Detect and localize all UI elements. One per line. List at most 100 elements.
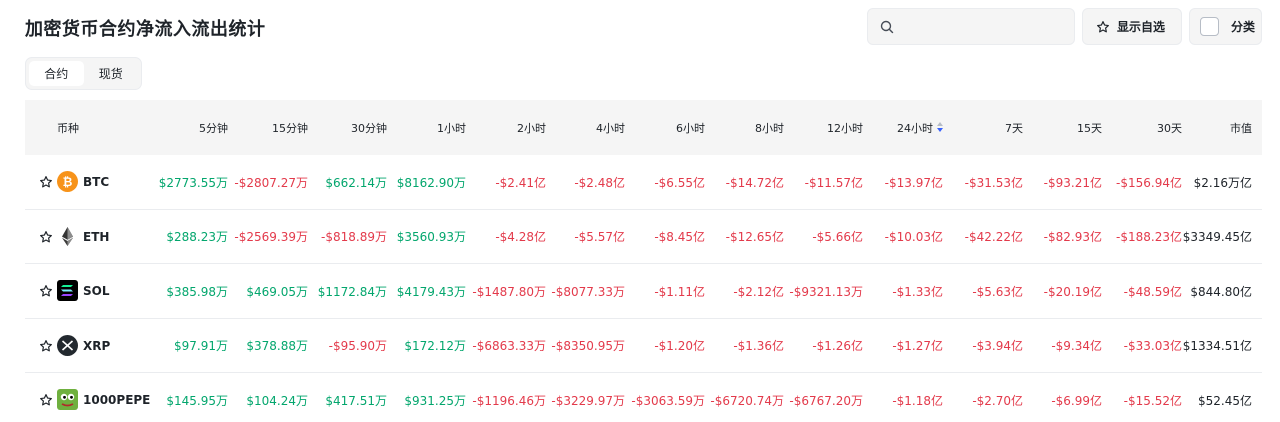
- market-cap-value: $3349.45亿: [1182, 230, 1252, 244]
- header-30m[interactable]: 30分钟: [351, 121, 387, 135]
- header-30d[interactable]: 30天: [1157, 121, 1182, 135]
- category-label: 分类: [1231, 20, 1256, 34]
- header-15d[interactable]: 15天: [1077, 121, 1102, 135]
- table-header: 币种 5分钟 15分钟 30分钟 1小时 2小时 4小时 6小时 8小时 12小…: [25, 100, 1262, 155]
- netflow-4h: -$8350.95万: [551, 339, 625, 353]
- header-6h[interactable]: 6小时: [676, 121, 705, 135]
- netflow-30m: $662.14万: [325, 175, 387, 190]
- search-input[interactable]: [902, 19, 1062, 34]
- header-5m[interactable]: 5分钟: [199, 121, 228, 135]
- netflow-1h: $172.12万: [404, 339, 466, 353]
- tab-spot[interactable]: 现货: [98, 67, 123, 81]
- table-row[interactable]: 1000PEPE $145.95万 $104.24万 $417.51万 $931.25万…: [25, 373, 1262, 422]
- page-title: 加密货币合约净流入流出统计: [25, 19, 266, 40]
- header-2h[interactable]: 2小时: [517, 121, 546, 135]
- table-row[interactable]: XRP $97.91万 $378.88万 -$95.90万 $172.12万 -$6863…: [25, 319, 1262, 373]
- netflow-24h: -$1.18亿: [892, 393, 943, 408]
- netflow-5m: $2773.55万: [158, 175, 228, 190]
- tab-futures[interactable]: 合约: [29, 61, 84, 86]
- header-coin[interactable]: 币种: [57, 121, 79, 135]
- netflow-24h: -$1.27亿: [892, 339, 943, 353]
- header-24h-label: 24小时: [897, 121, 933, 135]
- netflow-7d: -$31.53亿: [964, 175, 1023, 190]
- header-market-cap[interactable]: 市值: [1230, 121, 1252, 135]
- table-body: ₿ BTC $2773.55万 -$2807.27万 $662.14万 $8162.90万…: [25, 155, 1262, 422]
- coin-symbol[interactable]: SOL: [83, 284, 110, 298]
- market-cap-value: $1334.51亿: [1182, 339, 1252, 353]
- header-4h[interactable]: 4小时: [596, 121, 625, 135]
- netflow-6h: -$1.11亿: [654, 284, 705, 299]
- coin-symbol[interactable]: 1000PEPE: [83, 393, 151, 407]
- favorite-star-icon[interactable]: [39, 339, 53, 353]
- pepe-icon: [57, 389, 78, 410]
- header-24h[interactable]: 24小时: [843, 100, 943, 155]
- netflow-7d: -$3.94亿: [972, 339, 1023, 353]
- header-12h[interactable]: 12小时: [827, 121, 863, 135]
- netflow-6h: -$8.45亿: [654, 230, 705, 244]
- search-icon: [880, 20, 894, 33]
- netflow-30d: -$156.94亿: [1116, 175, 1182, 190]
- netflow-table: 币种 5分钟 15分钟 30分钟 1小时 2小时 4小时 6小时 8小时 12小…: [25, 100, 1262, 422]
- btc-icon: ₿: [57, 171, 78, 192]
- netflow-15m: -$2569.39万: [234, 230, 308, 244]
- netflow-12h: -$11.57亿: [804, 175, 863, 190]
- category-button[interactable]: 分类: [1189, 8, 1262, 45]
- table-row[interactable]: ETH $288.23万 -$2569.39万 -$818.89万 $3560.93万 -…: [25, 210, 1262, 264]
- favorite-star-icon[interactable]: [39, 175, 53, 189]
- netflow-8h: -$2.12亿: [733, 284, 784, 299]
- netflow-30m: -$95.90万: [328, 339, 387, 353]
- netflow-15d: -$9.34亿: [1051, 339, 1102, 353]
- netflow-2h: -$1487.80万: [472, 284, 546, 299]
- netflow-1h: $4179.43万: [396, 284, 466, 299]
- netflow-5m: $385.98万: [166, 284, 228, 299]
- netflow-2h: -$6863.33万: [472, 339, 546, 353]
- netflow-12h: -$5.66亿: [812, 230, 863, 244]
- netflow-1h: $8162.90万: [396, 175, 466, 190]
- netflow-4h: -$8077.33万: [551, 284, 625, 299]
- favorite-star-icon[interactable]: [39, 230, 53, 244]
- netflow-2h: -$2.41亿: [495, 175, 546, 190]
- netflow-4h: -$5.57亿: [574, 230, 625, 244]
- header-15m[interactable]: 15分钟: [272, 121, 308, 135]
- netflow-5m: $97.91万: [174, 339, 228, 353]
- search-box[interactable]: [867, 8, 1075, 45]
- netflow-1h: $931.25万: [404, 393, 466, 408]
- table-row[interactable]: SOL $385.98万 $469.05万 $1172.84万 $4179.43万 -$1…: [25, 264, 1262, 319]
- market-cap-value: $52.45亿: [1198, 393, 1252, 408]
- netflow-30m: -$818.89万: [321, 230, 387, 244]
- netflow-24h: -$13.97亿: [884, 175, 943, 190]
- svg-text:₿: ₿: [63, 175, 73, 189]
- coin-symbol[interactable]: ETH: [83, 229, 110, 244]
- coin-symbol[interactable]: XRP: [83, 338, 111, 353]
- sol-icon: [57, 280, 78, 301]
- coin-symbol[interactable]: BTC: [83, 175, 110, 189]
- netflow-15m: -$2807.27万: [234, 175, 308, 190]
- favorite-star-icon[interactable]: [39, 284, 53, 298]
- netflow-6h: -$6.55亿: [654, 175, 705, 190]
- favorite-star-icon[interactable]: [39, 393, 53, 407]
- market-cap-value: $2.16万亿: [1193, 175, 1252, 190]
- netflow-8h: -$14.72亿: [725, 175, 784, 190]
- star-icon: [1097, 20, 1109, 32]
- netflow-15m: $378.88万: [246, 339, 308, 353]
- netflow-24h: -$10.03亿: [884, 230, 943, 244]
- netflow-30d: -$48.59亿: [1123, 284, 1182, 299]
- show-favorites-button[interactable]: 显示自选: [1082, 8, 1182, 45]
- netflow-5m: $145.95万: [166, 393, 228, 408]
- header-7d[interactable]: 7天: [1005, 121, 1023, 135]
- netflow-15m: $469.05万: [246, 284, 308, 299]
- netflow-12h: -$1.26亿: [812, 339, 863, 353]
- netflow-15d: -$93.21亿: [1043, 175, 1102, 190]
- category-checkbox[interactable]: [1200, 17, 1219, 36]
- netflow-15d: -$20.19亿: [1043, 284, 1102, 299]
- netflow-8h: -$12.65亿: [725, 230, 784, 244]
- netflow-30m: $1172.84万: [317, 284, 387, 299]
- table-row[interactable]: ₿ BTC $2773.55万 -$2807.27万 $662.14万 $8162.90万…: [25, 155, 1262, 210]
- netflow-8h: -$1.36亿: [733, 339, 784, 353]
- netflow-15m: $104.24万: [246, 393, 308, 408]
- header-1h[interactable]: 1小时: [437, 121, 466, 135]
- netflow-4h: -$3229.97万: [551, 393, 625, 408]
- header-8h[interactable]: 8小时: [755, 121, 784, 135]
- netflow-2h: -$4.28亿: [495, 230, 546, 244]
- netflow-12h: -$6767.20万: [789, 393, 863, 408]
